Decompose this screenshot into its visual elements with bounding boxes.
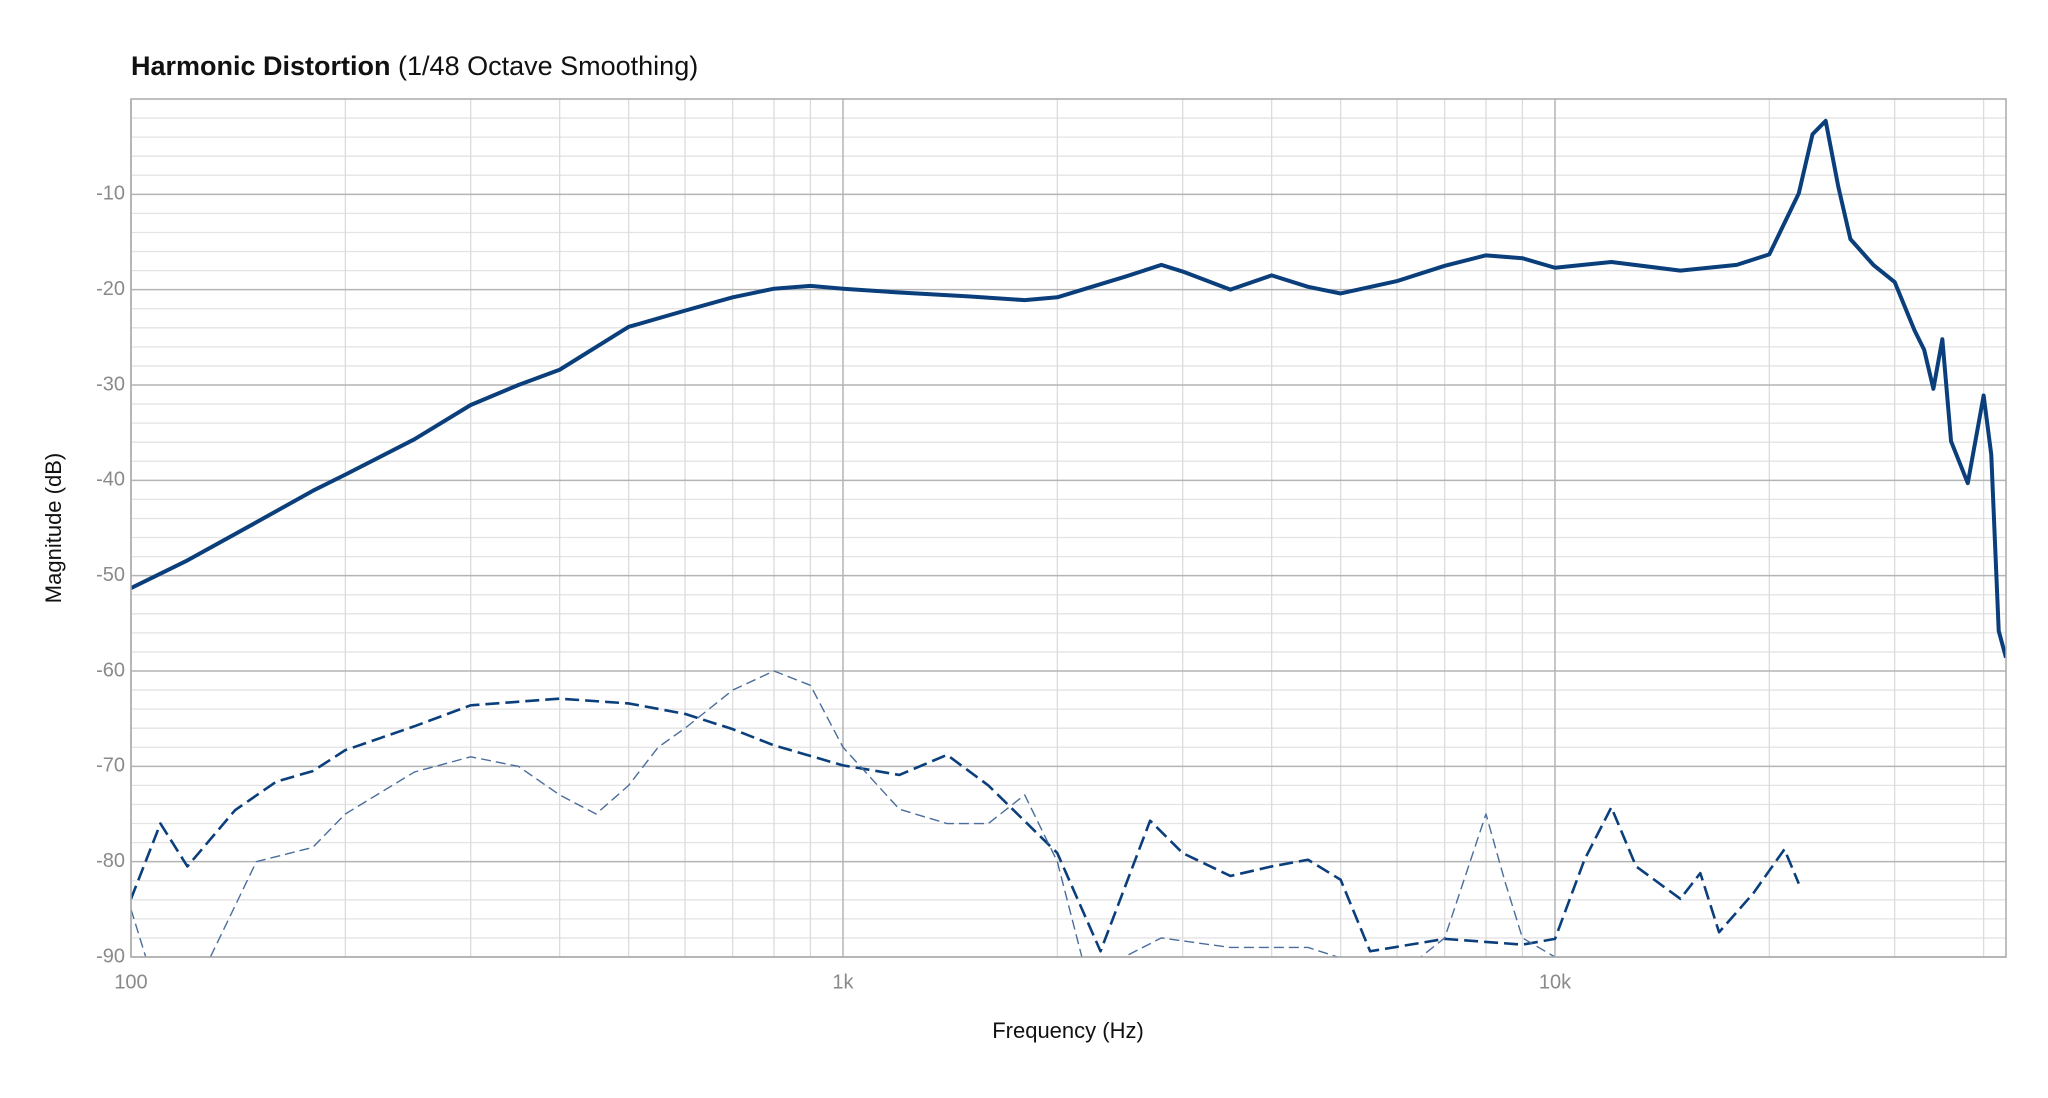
y-tick-label: -30 <box>96 373 125 395</box>
y-tick-label: -70 <box>96 755 125 777</box>
x-tick-label: 10k <box>1539 971 1572 993</box>
x-tick-label: 100 <box>114 971 147 993</box>
plot-border <box>130 98 2007 958</box>
x-tick-label: 1k <box>832 971 854 993</box>
series-line <box>131 118 2006 659</box>
x-axis-label: Frequency (Hz) <box>992 1018 1144 1043</box>
y-tick-label: -20 <box>96 278 125 300</box>
y-tick-label: -80 <box>96 850 125 872</box>
chart-subtitle: (1/48 Octave Smoothing) <box>398 51 698 81</box>
y-tick-label: -50 <box>96 564 125 586</box>
chart-title: Harmonic Distortion <box>131 51 391 81</box>
series-line <box>131 670 1556 957</box>
y-tick-label: -40 <box>96 469 125 491</box>
grid <box>130 99 2006 958</box>
chart-title-group: Harmonic Distortion (1/48 Octave Smoothi… <box>131 51 698 81</box>
y-tick-label: -60 <box>96 659 125 681</box>
series-line <box>131 697 1800 953</box>
y-tick-label: -10 <box>96 183 125 205</box>
plot-lines <box>131 118 2006 957</box>
y-axis-label: Magnitude (dB) <box>41 453 66 603</box>
y-tick-label: -90 <box>96 945 125 967</box>
